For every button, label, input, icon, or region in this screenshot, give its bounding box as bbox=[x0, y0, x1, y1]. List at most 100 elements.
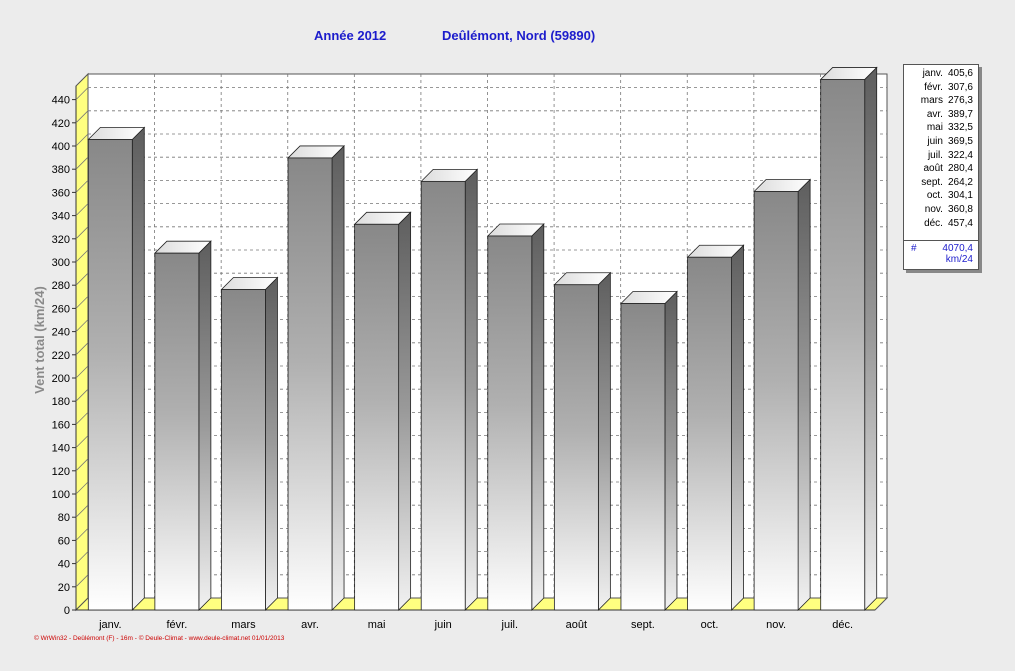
x-tick-label: sept. bbox=[631, 619, 655, 631]
x-tick-label: janv. bbox=[98, 619, 121, 631]
legend-row: mai 332,5 bbox=[904, 121, 978, 135]
legend-month: avr. bbox=[926, 108, 943, 120]
y-tick-label: 340 bbox=[52, 211, 70, 223]
gridline-diag bbox=[75, 412, 89, 425]
y-tick-label: 60 bbox=[58, 535, 70, 547]
legend-row: sept. 264,2 bbox=[904, 176, 978, 190]
gridline-diag bbox=[75, 504, 89, 518]
legend-value: 322,4 bbox=[947, 149, 973, 161]
bar-front bbox=[753, 191, 799, 611]
y-tick-label: 260 bbox=[52, 303, 70, 315]
bar bbox=[753, 178, 812, 611]
x-tick-label: juin bbox=[434, 619, 452, 631]
legend-total: # 4070,4 km/24 bbox=[904, 240, 978, 265]
legend-month: juil. bbox=[927, 149, 943, 161]
gridline-diag bbox=[75, 528, 89, 541]
gridline-diag bbox=[75, 481, 89, 495]
y-tick-label: 400 bbox=[52, 141, 70, 153]
legend-row: janv. 405,6 bbox=[904, 67, 978, 81]
x-tick-label: oct. bbox=[701, 619, 719, 631]
bar bbox=[553, 271, 612, 611]
legend-month: déc. bbox=[924, 217, 943, 229]
gridline-diag bbox=[75, 435, 89, 448]
bar-front bbox=[420, 180, 466, 611]
legend-month: mars bbox=[920, 95, 943, 107]
x-tick-label: févr. bbox=[166, 619, 187, 631]
legend-month: févr. bbox=[924, 81, 943, 93]
y-tick-label: 180 bbox=[52, 396, 70, 408]
legend-total-value: 4070,4 bbox=[942, 243, 973, 254]
gridline-diag bbox=[75, 458, 89, 472]
y-tick-label: 40 bbox=[58, 559, 70, 571]
bar bbox=[353, 211, 412, 611]
y-axis-label: Vent total (km/24) bbox=[32, 286, 47, 394]
y-tick-label: 120 bbox=[52, 466, 70, 478]
gridline-diag bbox=[75, 133, 89, 147]
gridline-diag bbox=[75, 110, 89, 124]
x-tick-label: mars bbox=[231, 619, 256, 631]
bar bbox=[87, 126, 146, 611]
x-tick-label: juil. bbox=[501, 619, 519, 631]
legend-total-unit: km/24 bbox=[945, 254, 973, 265]
bar-front bbox=[687, 256, 732, 611]
bar-front bbox=[87, 139, 133, 611]
legend-value: 360,8 bbox=[947, 203, 973, 215]
legend-total-symbol: # bbox=[911, 243, 917, 254]
gridline-diag bbox=[75, 272, 89, 286]
legend-value: 457,4 bbox=[947, 217, 973, 229]
legend-month: mai bbox=[926, 122, 943, 134]
legend-month: nov. bbox=[924, 203, 943, 215]
y-tick-label: 20 bbox=[58, 582, 70, 594]
bar-side bbox=[664, 290, 678, 611]
x-tick-label: août bbox=[566, 619, 587, 631]
bar-front bbox=[487, 235, 533, 611]
gridline-diag bbox=[75, 551, 89, 564]
y-tick-label: 300 bbox=[52, 257, 70, 269]
bar bbox=[686, 244, 745, 611]
y-tick-label: 280 bbox=[52, 280, 70, 292]
chart-title-year: Année 2012 bbox=[314, 28, 387, 43]
gridline-diag bbox=[75, 365, 89, 379]
gridline-diag bbox=[75, 180, 89, 193]
legend-value: 304,1 bbox=[947, 190, 973, 202]
bar-side bbox=[265, 276, 278, 611]
bar-front bbox=[553, 284, 599, 611]
legend-row: août 280,4 bbox=[904, 162, 978, 176]
legend-value: 276,3 bbox=[947, 95, 973, 107]
bar-side bbox=[531, 223, 545, 611]
y-tick-label: 320 bbox=[52, 234, 70, 246]
y-tick-label: 440 bbox=[52, 95, 70, 107]
gridline-diag bbox=[75, 156, 89, 170]
bar bbox=[486, 223, 545, 611]
legend-rows: janv. 405,6 févr. 307,6 mars 276,3 avr. 389,7 ma… bbox=[904, 65, 978, 230]
bar-side bbox=[198, 240, 212, 611]
legend-row: juil. 322,4 bbox=[904, 149, 978, 163]
x-tick-label: déc. bbox=[832, 619, 853, 631]
legend: janv. 405,6 févr. 307,6 mars 276,3 avr. 389,7 ma… bbox=[903, 64, 979, 270]
gridline-diag bbox=[75, 87, 89, 100]
bars bbox=[87, 66, 878, 611]
bar-front bbox=[221, 289, 266, 611]
legend-value: 307,6 bbox=[947, 81, 973, 93]
bar bbox=[819, 66, 878, 611]
bar-side bbox=[597, 271, 611, 611]
bar bbox=[420, 168, 479, 611]
y-tick-label: 100 bbox=[52, 489, 70, 501]
x-tick-label: avr. bbox=[301, 619, 319, 631]
legend-month: janv. bbox=[922, 68, 943, 79]
bar-front bbox=[620, 303, 666, 611]
y-tick-label: 240 bbox=[52, 327, 70, 339]
y-tick-label: 140 bbox=[52, 443, 70, 455]
chart-title-location: Deûlémont, Nord (59890) bbox=[442, 28, 596, 43]
y-axis-ticks: 0 20 40 60 80 100 120 140 160 180 200 220 240 260 280 3… bbox=[52, 95, 76, 617]
legend-row: févr. 307,6 bbox=[904, 81, 978, 95]
legend-value: 369,5 bbox=[947, 135, 973, 147]
legend-row: avr. 389,7 bbox=[904, 108, 978, 122]
legend-month: août bbox=[923, 163, 943, 175]
left-wall bbox=[75, 72, 89, 612]
legend-row: oct. 304,1 bbox=[904, 189, 978, 203]
bar-side bbox=[731, 244, 744, 611]
y-tick-label: 360 bbox=[52, 187, 70, 199]
gridline-diag bbox=[75, 574, 89, 588]
y-tick-label: 80 bbox=[58, 512, 70, 524]
